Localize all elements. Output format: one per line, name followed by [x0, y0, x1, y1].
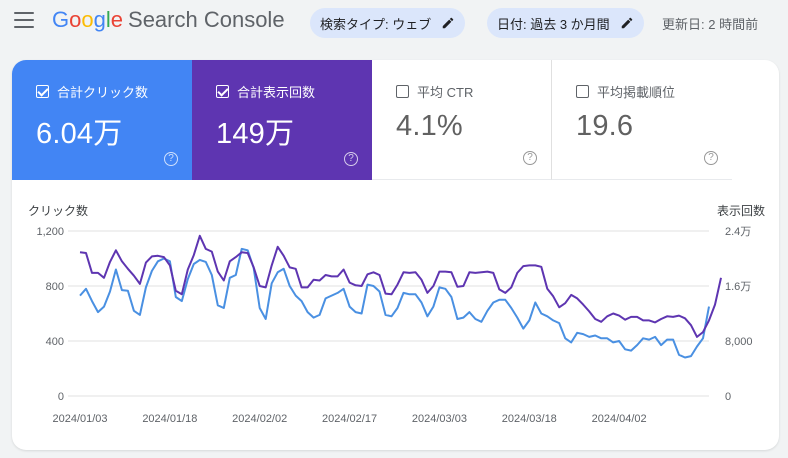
checkbox-checked-icon[interactable] [216, 85, 229, 98]
metric-card-ctr[interactable]: 平均 CTR 4.1% ? [372, 60, 552, 180]
metric-label: 平均 CTR [417, 85, 474, 100]
checkbox-unchecked-icon[interactable] [396, 85, 409, 98]
metric-card-clicks[interactable]: 合計クリック数 6.04万 ? [12, 60, 192, 180]
app-logo[interactable]: Google Search Console [52, 7, 285, 33]
y-right-axis-title: 表示回数 [717, 203, 765, 218]
y-right-tick-label: 8,000 [725, 336, 753, 348]
y-right-tick-label: 2.4万 [725, 226, 751, 238]
logo-letter-e: e [110, 7, 124, 32]
y-left-tick-label: 800 [46, 281, 64, 293]
metric-label: 合計表示回数 [237, 85, 316, 100]
x-tick-label: 2024/04/02 [592, 413, 647, 425]
date-range-filter-chip[interactable]: 日付: 過去 3 か月間 [487, 8, 644, 38]
metric-card-impressions[interactable]: 合計表示回数 149万 ? [192, 60, 372, 180]
last-updated-text: 更新日: 2 時間前 [662, 17, 759, 32]
metric-card-position[interactable]: 平均掲載順位 19.6 ? [552, 60, 732, 180]
metric-label: 平均掲載順位 [597, 85, 676, 100]
metric-label: 合計クリック数 [57, 85, 149, 100]
clicks-series-line [79, 247, 710, 359]
x-tick-label: 2024/02/02 [232, 413, 287, 425]
logo-letter-l: l [105, 7, 111, 32]
help-icon[interactable]: ? [164, 152, 178, 166]
performance-card: 合計クリック数 6.04万 ? 合計表示回数 149万 ? 平均 CTR 4.1… [12, 60, 779, 450]
metric-value: 149万 [216, 118, 295, 150]
edit-pencil-icon [442, 17, 454, 29]
x-tick-label: 2024/02/17 [322, 413, 377, 425]
hamburger-menu-icon[interactable] [14, 12, 34, 28]
x-tick-label: 2024/01/18 [142, 413, 197, 425]
app-title: Search Console [128, 7, 285, 32]
date-chip-label: 日付: 過去 3 か月間 [497, 16, 610, 32]
search-type-filter-chip[interactable]: 検索タイプ: ウェブ [310, 8, 466, 38]
search-type-chip-label: 検索タイプ: ウェブ [320, 16, 432, 32]
y-left-tick-label: 0 [58, 391, 64, 403]
y-left-tick-label: 1,200 [36, 226, 64, 238]
metric-value: 4.1% [396, 110, 463, 142]
metric-value: 6.04万 [36, 118, 123, 150]
checkbox-unchecked-icon[interactable] [576, 85, 589, 98]
logo-letter-g: G [52, 7, 70, 32]
y-right-tick-label: 0 [725, 391, 731, 403]
top-app-bar: Google Search Console 検索タイプ: ウェブ 日付: 過去 3… [0, 0, 788, 44]
checkbox-checked-icon[interactable] [36, 85, 49, 98]
logo-letter-o: o [69, 7, 82, 32]
help-icon[interactable]: ? [523, 151, 537, 165]
help-icon[interactable]: ? [344, 152, 358, 166]
logo-letter-g: g [93, 7, 106, 32]
y-right-tick-label: 1.6万 [725, 281, 751, 293]
metric-value: 19.6 [576, 110, 634, 142]
impressions-series-line [79, 234, 722, 338]
help-icon[interactable]: ? [704, 151, 718, 165]
performance-chart[interactable]: 1,200 2.4万 800 1.6万 400 8,000 0 0 クリック数 表示回数 2024/… [12, 60, 779, 450]
edit-pencil-icon [621, 17, 632, 29]
y-left-axis-title: クリック数 [28, 203, 88, 218]
x-tick-label: 2024/01/03 [52, 413, 107, 425]
y-left-tick-label: 400 [46, 336, 64, 348]
logo-letter-o: o [81, 7, 94, 32]
x-tick-label: 2024/03/18 [502, 413, 557, 425]
x-tick-label: 2024/03/03 [412, 413, 467, 425]
